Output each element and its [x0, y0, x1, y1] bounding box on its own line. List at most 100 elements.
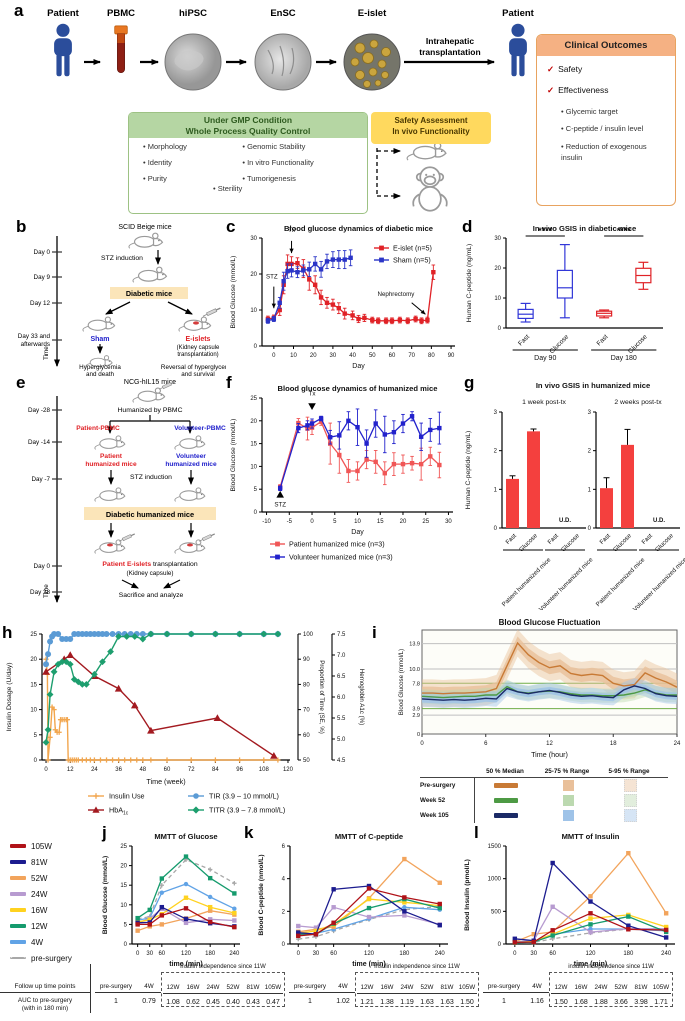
mouse-icon	[132, 266, 168, 283]
patient-icon	[54, 23, 72, 77]
chart-mmtt-glucose: 0 30 60 120 180 240 0 5 10 15 20 25 MMTT of Glucose t…	[102, 832, 240, 968]
svg-text:10: 10	[290, 353, 297, 359]
panel-letter-f: f	[226, 373, 232, 392]
table-group: insulin independence since 11W pre-surger…	[289, 964, 479, 1013]
svg-text:24: 24	[91, 767, 98, 773]
svg-text:180: 180	[623, 951, 634, 957]
svg-text:2 weeks post-tx: 2 weeks post-tx	[614, 399, 662, 406]
svg-text:5: 5	[333, 519, 337, 525]
svg-text:0: 0	[494, 526, 498, 532]
panel-letter-e: e	[16, 373, 26, 392]
series-105W	[512, 911, 669, 945]
mouse-icon	[132, 387, 166, 403]
svg-text:70: 70	[303, 708, 310, 714]
svg-text:3: 3	[494, 410, 498, 416]
outcome-right-1: Reversal of hyperglycemia	[161, 364, 226, 371]
insulin-independence-box: 12W 1.08 16W 0.62 24W 0.45 52W 0.40 81W 0.43 105W 0…	[161, 972, 285, 1007]
table-cell: 81W 3.98	[631, 975, 651, 1006]
series-swatch	[10, 957, 26, 959]
series-label: 12W	[31, 921, 48, 931]
series-swatch	[10, 860, 26, 864]
svg-text:10: 10	[250, 464, 257, 470]
panel-letter-c: c	[226, 217, 236, 236]
svg-text:2: 2	[588, 449, 592, 455]
svg-text:Proportion of Time (SE, %): Proportion of Time (SE, %)	[318, 660, 325, 734]
svg-text:5: 5	[254, 487, 258, 493]
legend-item: 52W	[10, 870, 98, 886]
mice-strain-label: NCG-hIL15 mice	[124, 379, 176, 386]
panel-letter-k: k	[244, 823, 254, 842]
svg-text:0: 0	[254, 510, 258, 516]
series-105W	[135, 906, 237, 930]
svg-text:25: 25	[250, 396, 257, 402]
svg-text:120: 120	[364, 951, 375, 957]
svg-text:time (min): time (min)	[352, 961, 385, 968]
outcome-right-2: and survival	[181, 371, 215, 376]
svg-text:40: 40	[349, 353, 356, 359]
svg-text:30: 30	[494, 236, 501, 242]
svg-text:240: 240	[661, 951, 672, 957]
series-Sham (n=5)	[265, 249, 353, 324]
median-swatch	[494, 813, 518, 818]
panel-letter-a: a	[14, 1, 24, 20]
chart-mmtt-c-peptide: 0 30 60 120 180 240 0 2 4 6 MMTT of C-peptide time …	[258, 832, 448, 968]
svg-text:6.0: 6.0	[337, 695, 346, 701]
svg-text:10: 10	[250, 308, 257, 314]
svg-text:5.5: 5.5	[337, 716, 346, 722]
svg-text:Day: Day	[351, 529, 364, 536]
svg-text:time (min): time (min)	[574, 961, 607, 968]
series-swatch	[10, 908, 26, 912]
svg-text:Volunteer humanized mice (n=3): Volunteer humanized mice (n=3)	[289, 553, 393, 562]
svg-text:0: 0	[420, 741, 424, 747]
legend-col-header: 50 % Median	[486, 768, 524, 775]
svg-text:Blood C-peptide (nmol/L): Blood C-peptide (nmol/L)	[258, 854, 265, 935]
svg-text:24: 24	[674, 741, 681, 747]
gmp-title-1: Under GMP Condition	[203, 115, 293, 125]
svg-text:****: ****	[617, 226, 632, 236]
svg-text:HbA1c: HbA1c	[109, 806, 129, 817]
mouse-icon	[406, 141, 447, 161]
svg-text:Blood Glucose (mmol/L): Blood Glucose (mmol/L)	[230, 256, 237, 329]
outcome-bullet: C-peptide / insulin level	[561, 123, 669, 134]
patient-mice-label-1: Patient	[100, 453, 123, 460]
mouse-icon	[128, 232, 164, 249]
svg-text:0: 0	[272, 353, 276, 359]
p95-swatch	[623, 794, 637, 807]
svg-text:30: 30	[146, 951, 153, 957]
chart-mmtt-insulin: 0 30 60 120 180 240 0 500 1000 1500 MMTT of Insuli…	[464, 832, 675, 968]
svg-text:In vivo GSIS in diabetic mice: In vivo GSIS in diabetic mice	[533, 224, 636, 233]
table-cell: 16W 0.62	[183, 975, 203, 1006]
svg-text:****: ****	[538, 226, 553, 236]
safety-assessment-arrows	[376, 148, 401, 199]
svg-text:50: 50	[369, 353, 376, 359]
svg-text:STZ: STZ	[274, 502, 286, 509]
series-Volunteer humanized mice (n=3)	[277, 408, 442, 492]
legend-row-label: Pre-surgery	[420, 778, 475, 793]
svg-text:Blood glucose dynamics of huma: Blood glucose dynamics of humanized mice	[278, 384, 438, 393]
check-icon: ✓	[547, 64, 555, 74]
gmp-item: Tumorigenesis	[242, 174, 359, 183]
svg-text:0: 0	[310, 519, 314, 525]
svg-text:U.D.: U.D.	[653, 518, 665, 524]
svg-text:7.8: 7.8	[412, 681, 420, 687]
svg-text:0: 0	[498, 942, 502, 948]
outcome-check: Safety	[558, 64, 583, 74]
table-group: insulin independence since 11W pre-surger…	[95, 964, 285, 1013]
timeline-day: Day -14	[28, 439, 51, 446]
volunteer-mice-label-1: Volunteer	[176, 453, 206, 460]
mmtt-legend: 105W 81W 52W 24W 16W 12W 4W pre-surgery	[10, 838, 98, 966]
stz-induction-label: STZ induction	[101, 255, 143, 262]
svg-text:30: 30	[530, 951, 537, 957]
svg-text:6: 6	[484, 741, 488, 747]
series-swatch	[10, 844, 26, 848]
svg-text:60: 60	[549, 951, 556, 957]
table-cell: 105W 0.47	[263, 975, 283, 1006]
series-12W	[135, 854, 237, 921]
svg-text:5: 5	[34, 733, 38, 739]
iqr-swatch	[562, 810, 574, 821]
chart-gsis-humanized-mice: In vivo GSIS in humanized mice Human C-pe…	[465, 381, 685, 610]
time-axis-label: Time	[43, 584, 50, 598]
table-cell: 16W 1.68	[571, 975, 591, 1006]
timeline-day: Day 28	[30, 589, 50, 596]
legend-item: 24W	[10, 886, 98, 902]
